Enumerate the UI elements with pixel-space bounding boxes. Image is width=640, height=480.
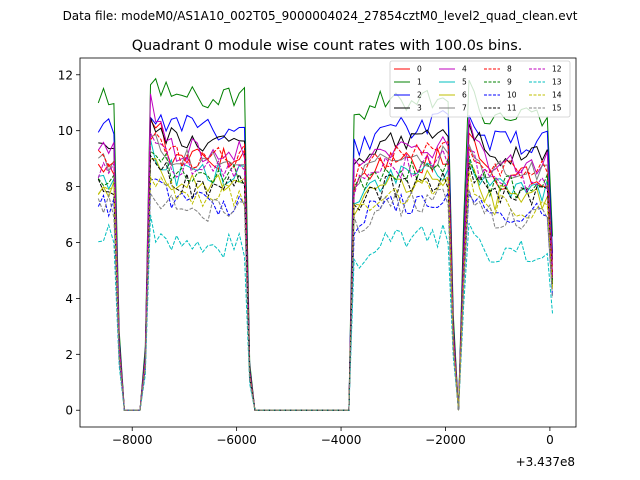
x-tick-label: −8000 (112, 433, 153, 447)
legend-label: 15 (552, 104, 562, 113)
y-tick-label: 0 (65, 404, 73, 418)
legend-label: 10 (507, 91, 517, 100)
legend-label: 3 (417, 104, 422, 113)
legend-label: 4 (462, 65, 467, 74)
y-tick-label: 2 (65, 348, 73, 362)
series-line-15 (97, 188, 553, 411)
legend-label: 1 (417, 78, 422, 87)
legend-label: 14 (552, 91, 562, 100)
y-tick-label: 4 (65, 292, 73, 306)
chart-suptitle: Data file: modeM0/AS1A10_002T05_90000040… (63, 9, 578, 23)
legend-label: 9 (507, 78, 512, 87)
series-line-11 (97, 154, 553, 411)
legend-label: 12 (552, 65, 562, 74)
legend-label: 2 (417, 91, 422, 100)
x-tick-label: 0 (546, 433, 554, 447)
chart-title: Quadrant 0 module wise count rates with … (132, 38, 523, 54)
y-tick-label: 8 (65, 180, 73, 194)
y-tick-label: 12 (58, 68, 73, 82)
legend-box (389, 60, 571, 118)
legend-label: 11 (507, 104, 517, 113)
y-tick-label: 6 (65, 236, 73, 250)
x-tick-label: −2000 (425, 433, 466, 447)
x-tick-label: −6000 (216, 433, 257, 447)
x-offset-label: +3.437e8 (516, 455, 575, 469)
y-tick-label: 10 (58, 124, 73, 138)
legend-label: 5 (462, 78, 467, 87)
legend-label: 7 (462, 104, 467, 113)
x-axis: −8000 −6000 −4000 −2000 0 (112, 427, 554, 447)
legend-label: 13 (552, 78, 562, 87)
x-tick-label: −4000 (321, 433, 362, 447)
series-group (97, 77, 553, 411)
legend-label: 0 (417, 65, 422, 74)
legend-label: 8 (507, 65, 512, 74)
y-axis: 0 2 4 6 8 10 12 (58, 68, 80, 418)
legend-label: 6 (462, 91, 467, 100)
